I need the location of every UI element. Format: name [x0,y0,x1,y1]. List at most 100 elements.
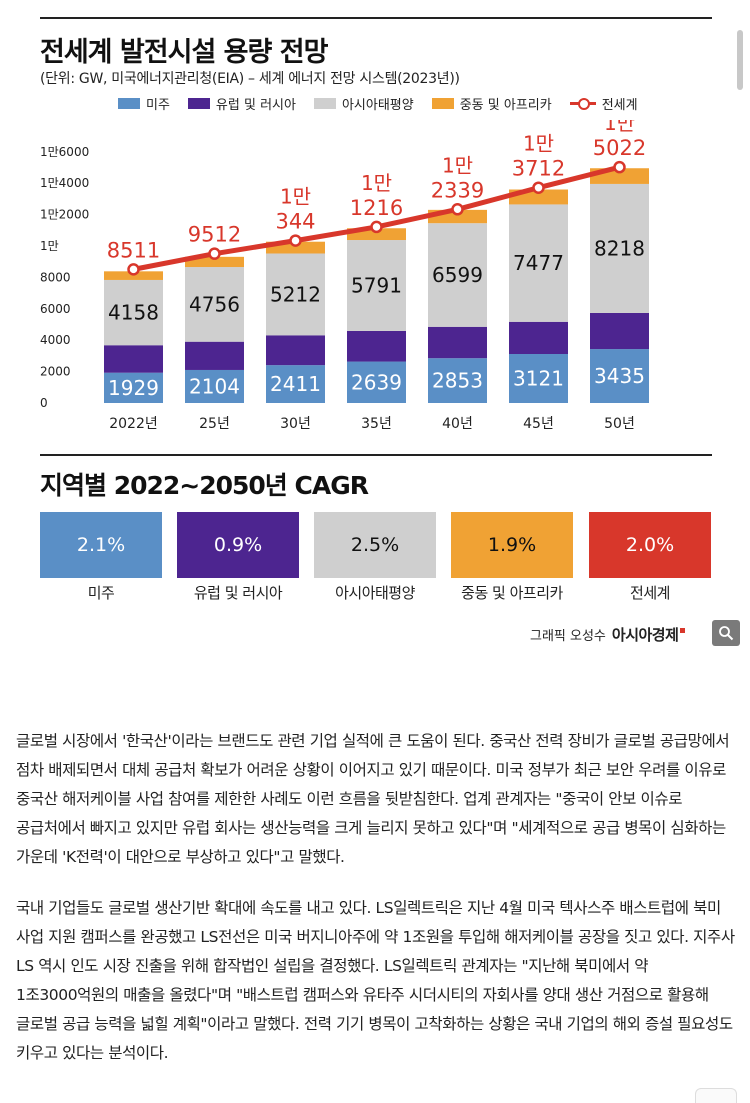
x-tick-label: 2022년 [109,416,158,432]
world-total-point [613,160,626,174]
bar-value-label: 2639 [351,370,402,394]
bar-segment [185,369,244,403]
legend-label: 중동 및 아프리카 [459,97,552,113]
bar-segment [428,358,487,403]
cagr-label-europe-russia: 유럽 및 러시아 [193,584,283,602]
bar-value-label: 1929 [108,376,159,400]
bar-segment [347,240,406,331]
cagr-box-middle-east-africa: 1.9% [451,512,573,578]
section-divider [40,454,712,456]
bar-segment [185,256,244,268]
cagr-box-americas: 2.1% [40,512,162,578]
y-tick-label: 2000 [40,365,71,379]
bar-segment [104,279,163,346]
cagr-label-world: 전세계 [630,584,670,602]
bar-value-label: 5791 [351,273,402,297]
y-tick-label: 1만6000 [40,145,89,159]
line-label: 344 [275,210,315,234]
world-total-point [127,263,140,276]
x-tick-label: 50년 [604,416,635,432]
bar-segment [185,341,244,370]
cagr-box-asia-pacific: 2.5% [314,512,436,578]
bar-segment [104,345,163,373]
infographic: 전세계 발전시설 용량 전망 (단위: GW, 미국에너지관리청(EIA) – … [40,17,740,646]
top-divider [40,17,712,19]
bar-segment [590,312,649,350]
bar-segment [347,228,406,241]
line-label-top: 1만 [604,120,635,135]
floating-button[interactable] [695,1088,737,1103]
bar-segment [347,361,406,403]
line-label: 9512 [188,223,241,247]
x-tick-label: 45년 [523,416,554,432]
cagr-label-middle-east-africa: 중동 및 아프리카 [461,584,563,602]
bar-segment [509,354,568,403]
bar-segment [428,326,487,359]
credit-text: 그래픽 오성수 [530,629,606,644]
world-total-point [370,220,383,234]
line-label: 2339 [431,178,484,202]
legend-item-world: 전세계 [569,94,638,113]
bar-value-label: 4756 [189,292,240,316]
cagr-box-world: 2.0% [589,512,711,578]
bar-value-label: 4158 [108,301,159,325]
bar-segment [266,253,325,336]
bar-value-label: 2411 [270,372,321,396]
bar-segment [590,183,649,313]
world-total-point [451,203,464,216]
y-tick-label: 8000 [40,270,71,284]
bar-value-label: 3121 [513,367,564,391]
world-total-point [289,234,302,247]
brand-mark-icon [680,628,686,633]
bar-value-label: 8218 [594,236,645,260]
y-tick-label: 1만4000 [40,176,89,190]
bar-segment [428,223,487,327]
line-label: 1216 [350,196,403,220]
bar-segment [347,330,406,362]
article-paragraph-1: 글로벌 시장에서 '한국산'이라는 브랜드도 관련 기업 실적에 큰 도움이 된… [16,732,730,866]
bar-value-label: 2104 [189,374,240,398]
bar-value-label: 7477 [513,251,564,275]
bar-segment [185,267,244,342]
bar-segment [590,349,649,403]
legend-line-icon [569,97,596,110]
bar-value-label: 3435 [594,364,645,388]
bar-segment [266,241,325,254]
y-tick-label: 6000 [40,302,71,316]
legend-label: 전세계 [601,97,638,113]
bar-segment [509,321,568,355]
legend-item-asia-pacific: 아시아태평양 [313,94,414,113]
stacked-bar-chart: 0 2000 4000 6000 8000 1만 1만2000 1만4000 1만6000 192… [40,120,649,432]
cagr-box-europe-russia: 0.9% [177,512,299,578]
legend-swatch-asia-pacific [313,97,336,109]
line-label-top: 1만 [523,132,554,156]
bar-segment [509,204,568,322]
world-total-point [532,181,545,194]
x-tick-label: 40년 [442,416,473,432]
bar-segment [104,372,163,403]
line-label-top: 1만 [442,153,473,177]
y-tick-label: 4000 [40,333,71,347]
brand-logo: 아시아경제 [611,626,679,644]
legend-label: 유럽 및 러시아 [215,97,296,113]
line-label: 8511 [107,238,160,262]
chart-title: 전세계 발전시설 용량 전망 [40,37,328,68]
article-paragraph-2: 국내 기업들도 글로벌 생산기반 확대에 속도를 내고 있다. LS일렉트릭은 … [16,899,735,1062]
bar-segment [266,335,325,366]
line-label-top: 1만 [280,185,311,209]
cagr-label-asia-pacific: 아시아태평양 [335,584,415,602]
y-tick-label: 0 [40,396,48,410]
x-tick-label: 25년 [199,416,230,432]
y-tick-label: 1만 [40,239,59,253]
y-tick-label: 1만2000 [40,208,89,222]
scrollbar-thumb[interactable] [737,30,743,90]
line-label: 5022 [593,136,646,160]
x-tick-label: 30년 [280,416,311,432]
bar-segment [104,271,163,280]
zoom-button[interactable] [712,620,740,646]
bar-value-label: 2853 [432,369,483,393]
legend-swatch-middle-east-africa [431,97,454,109]
cagr-label-americas: 미주 [87,584,115,602]
line-label: 3712 [512,157,565,181]
cagr-title: 지역별 2022~2050년 CAGR [40,471,369,500]
